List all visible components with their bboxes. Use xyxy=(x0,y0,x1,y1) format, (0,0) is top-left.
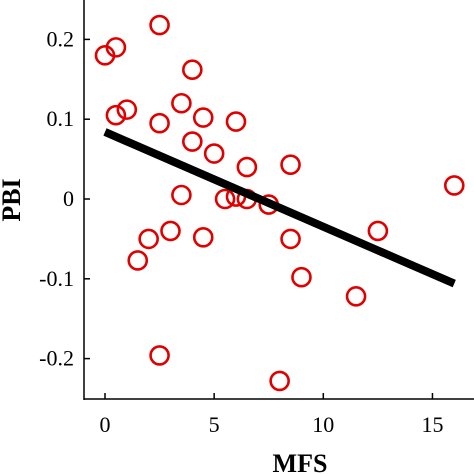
data-point xyxy=(127,250,149,271)
data-point xyxy=(160,220,181,242)
fit-line-group xyxy=(103,128,456,288)
y-ticks: -0.2 -0.1 0 0.1 0.2 xyxy=(39,26,90,371)
data-point xyxy=(116,99,138,120)
data-point xyxy=(236,156,258,178)
data-point xyxy=(105,37,127,58)
data-point xyxy=(269,370,290,392)
data-point xyxy=(192,107,214,128)
data-point xyxy=(291,266,312,288)
data-point xyxy=(280,228,301,250)
data-point xyxy=(149,112,170,134)
data-point xyxy=(345,286,367,307)
data-point xyxy=(203,143,225,164)
data-point xyxy=(192,227,214,248)
data-point xyxy=(280,154,301,175)
x-tick-label: 10 xyxy=(312,412,334,437)
y-tick-label: 0 xyxy=(63,186,74,211)
data-point xyxy=(367,220,389,242)
y-tick-label: 0.2 xyxy=(47,26,75,51)
data-point xyxy=(443,175,465,196)
data-point xyxy=(105,104,127,126)
data-point xyxy=(171,92,192,114)
y-axis-label: PBI xyxy=(0,178,26,221)
plot-area: -0.2 -0.1 0 0.1 0.2 0 5 10 15 xyxy=(39,0,474,437)
data-point xyxy=(182,59,203,81)
data-point xyxy=(182,131,203,152)
data-points xyxy=(94,14,465,392)
data-point xyxy=(214,188,236,210)
data-point xyxy=(149,345,170,366)
x-tick-label: 15 xyxy=(421,412,443,437)
data-point xyxy=(225,111,247,132)
y-tick-label: 0.1 xyxy=(47,106,75,131)
data-point xyxy=(138,228,159,250)
y-tick-label: -0.1 xyxy=(39,266,74,291)
y-tick-label: -0.2 xyxy=(39,346,74,371)
fit-line xyxy=(103,128,456,288)
data-point xyxy=(171,184,192,206)
data-point xyxy=(149,14,170,36)
x-tick-label: 5 xyxy=(209,412,220,437)
x-axis-label: MFS xyxy=(273,449,328,474)
x-ticks: 0 5 10 15 xyxy=(100,393,443,437)
x-tick-label: 0 xyxy=(100,412,111,437)
